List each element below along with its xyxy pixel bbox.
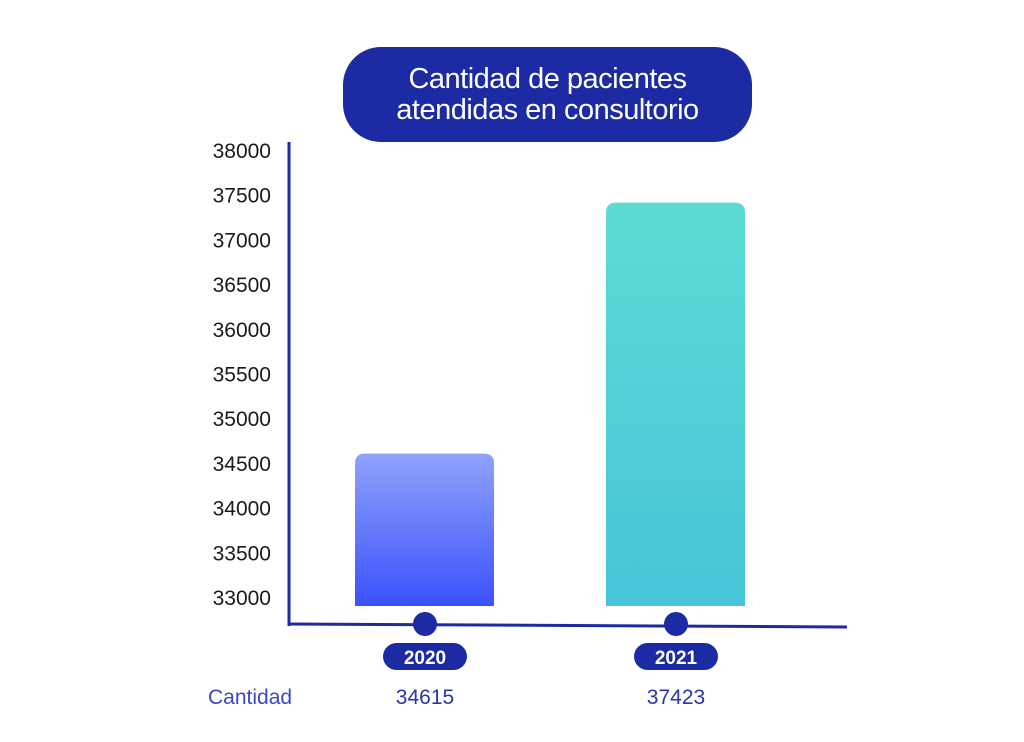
y-tick-label: 34000: [213, 498, 271, 521]
x-tick-label: 2021: [655, 648, 698, 669]
bars: [355, 202, 745, 606]
x-tick-label: 2020: [404, 648, 446, 669]
y-tick-label: 33500: [213, 542, 271, 565]
x-tick-marker: [664, 612, 688, 636]
table-value-2020: 34615: [395, 686, 455, 709]
bar-2021: [606, 202, 745, 606]
x-axis-line: [287, 622, 848, 629]
x-tick-marker: [413, 612, 437, 636]
y-tick-label: 36000: [213, 319, 271, 342]
table-row-label: Cantidad: [208, 686, 293, 709]
y-tick-label: 37000: [213, 229, 271, 252]
y-tick-label: 37500: [213, 185, 271, 208]
y-tick-label: 35500: [213, 364, 271, 387]
y-tick-label: 33000: [213, 587, 271, 610]
y-tick-label: 35000: [213, 408, 271, 431]
chart-title-badge: Cantidad de pacientes atendidas en consu…: [343, 47, 752, 142]
table-value-2021: 37423: [646, 686, 706, 709]
chart-title: Cantidad de pacientes atendidas en consu…: [396, 62, 699, 126]
x-category-pill: [383, 643, 467, 670]
y-tick-label: 36500: [213, 274, 271, 297]
y-tick-label: 38000: [213, 140, 271, 163]
x-axis-categories: 2020 2021: [383, 612, 718, 670]
y-tick-label: 34500: [213, 453, 271, 476]
x-category-pill: [634, 643, 718, 670]
bar-2020: [355, 453, 494, 606]
axes: [287, 142, 848, 629]
y-axis-ticks: 33000 33500 34000 34500 35000 35500 36000 36500…: [213, 140, 271, 610]
